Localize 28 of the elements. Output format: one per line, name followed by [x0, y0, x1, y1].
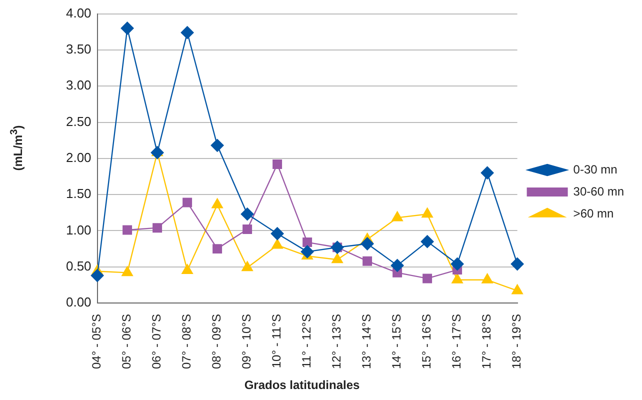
x-tick-label: 18° - 19°S [510, 314, 524, 370]
x-tick-label: 13° - 14°S [360, 314, 374, 370]
y-tick-label: 1.00 [66, 222, 92, 238]
x-tick-label: 08° - 09°S [210, 314, 224, 370]
legend-label: >60 mn [573, 206, 614, 220]
y-tick-label: 4.00 [66, 5, 92, 20]
y-tick-label: 1.50 [66, 186, 92, 202]
x-tick-label: 04° - 05°S [90, 314, 104, 370]
y-tick-label: 0.50 [66, 258, 92, 274]
y-tick-label: 0.00 [66, 294, 92, 310]
y-tick-label: 2.50 [66, 114, 92, 129]
x-tick-label: 05° - 06°S [120, 314, 134, 370]
x-tick-label: 14° - 15°S [390, 314, 404, 370]
y-tick-label: 2.00 [66, 150, 92, 165]
x-tick-label: 17° - 18°S [480, 314, 494, 370]
x-tick-label: 07° - 08°S [180, 314, 194, 370]
x-tick-label: 09° - 10°S [240, 314, 254, 370]
x-tick-label: 11° - 12°S [300, 314, 314, 368]
y-tick-label: 3.50 [66, 42, 92, 57]
x-tick-label: 06° - 07°S [150, 314, 164, 370]
x-tick-label: 15° - 16°S [420, 314, 434, 370]
x-tick-label: 16° - 17°S [450, 314, 464, 370]
y-tick-label: 3.00 [66, 78, 92, 93]
x-tick-label: 10° - 11°S [270, 314, 284, 368]
x-tick-label: 12° - 13°S [330, 314, 344, 370]
legend-label: 0-30 mn [573, 162, 618, 176]
legend-label: 30-60 mn [573, 184, 624, 198]
x-axis-title: Grados latitudinales [243, 378, 361, 392]
